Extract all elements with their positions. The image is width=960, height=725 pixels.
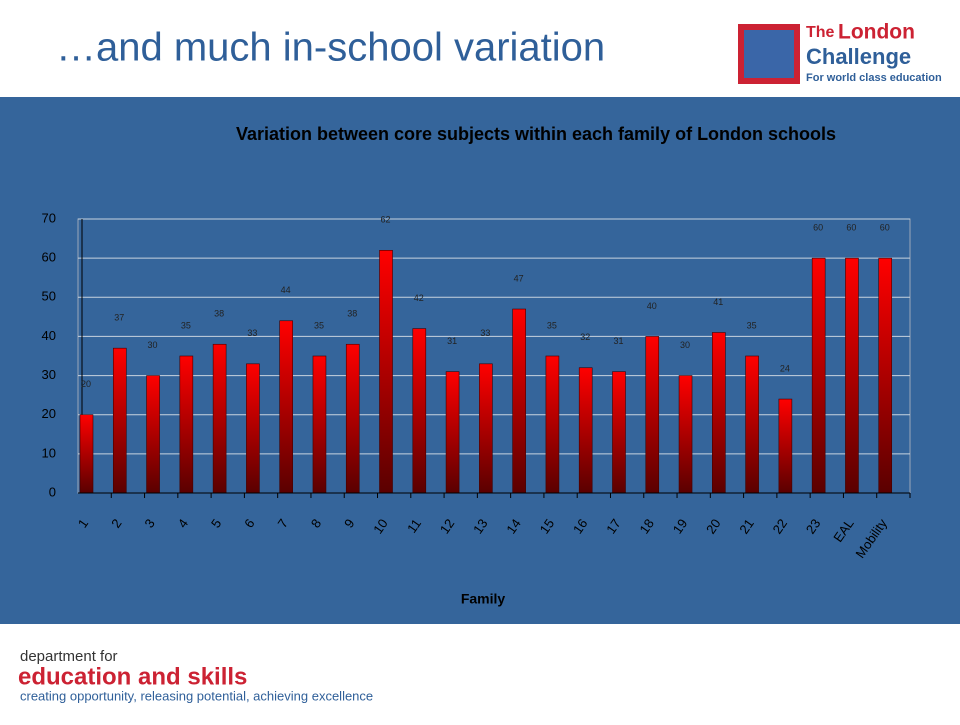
bar [612,371,626,494]
bar [778,398,793,494]
y-tick-label: 50 [42,289,56,304]
bar [878,257,893,494]
x-tick-label: 17 [603,516,624,536]
x-tick-label: 19 [670,516,691,536]
data-label: 47 [514,273,524,283]
x-tick-label: 23 [803,516,824,536]
logo-challenge: Challenge [806,44,911,69]
chart-panel [0,97,960,624]
footer-line1: department for [20,648,118,665]
data-label: 33 [247,328,257,338]
bar [412,328,427,494]
bar [712,332,726,494]
bar [279,320,293,494]
x-tick-label: 14 [503,516,524,536]
bar [811,257,826,494]
footer-line2: education and skills [18,663,247,690]
data-label: 60 [846,223,856,233]
y-tick-label: 70 [42,210,56,225]
data-label: 60 [880,223,890,233]
y-tick-label: 30 [42,367,56,382]
data-label: 20 [81,379,91,389]
y-tick-label: 40 [42,328,56,343]
logo-the: The [806,24,835,41]
x-tick-label: 20 [703,516,724,536]
bar [479,363,493,494]
y-tick-label: 20 [42,406,56,421]
bar [545,355,560,494]
y-tick-label: 10 [42,445,56,460]
y-tick-label: 60 [42,250,56,265]
data-label: 31 [613,336,623,346]
y-tick-label: 0 [49,484,56,499]
data-label: 35 [547,320,557,330]
bar [678,375,693,494]
bar [379,250,393,494]
data-label: 40 [647,301,657,311]
bar [312,355,327,494]
data-label: 35 [314,320,324,330]
x-tick-label: 15 [537,516,558,536]
data-label: 37 [114,313,124,323]
data-label: 35 [747,320,757,330]
data-label: 35 [181,320,191,330]
slide-title: …and much in-school variation [56,26,605,70]
bar [645,336,660,494]
footer-line3: creating opportunity, releasing potentia… [20,688,373,703]
bar [179,355,194,494]
bar [445,371,460,494]
bar [212,343,227,494]
x-tick-label: 22 [770,516,791,536]
data-label: 44 [281,285,291,295]
data-label: 62 [381,215,391,225]
data-label: 42 [414,293,424,303]
bar [745,355,759,494]
x-tick-label: 13 [470,516,491,536]
data-label: 32 [580,332,590,342]
x-tick-label: 18 [636,516,657,536]
data-label: 24 [780,363,790,373]
bar [512,308,526,494]
data-label: 30 [148,340,158,350]
chart-title: Variation between core subjects within e… [236,124,836,144]
data-label: 38 [214,309,224,319]
x-tick-label: 10 [370,516,391,536]
x-tick-label: 16 [570,516,591,536]
data-label: 60 [813,223,823,233]
data-label: 38 [347,309,357,319]
bar [112,347,127,494]
logo-tagline: For world class education [806,72,942,84]
x-tick-label: 21 [736,516,757,536]
bar [845,257,859,494]
bar [79,414,94,494]
x-tick-label: 12 [437,516,458,536]
bar [578,367,593,494]
bar [345,343,360,494]
x-axis-title: Family [461,591,506,607]
bar [146,375,160,494]
data-label: 33 [480,328,490,338]
data-label: 30 [680,340,690,350]
logo-london: London [838,21,915,44]
logo: The London Challenge For world class edu… [738,21,942,84]
bar [246,363,260,494]
data-label: 41 [713,297,723,307]
data-label: 31 [447,336,457,346]
logo-map [744,30,794,78]
